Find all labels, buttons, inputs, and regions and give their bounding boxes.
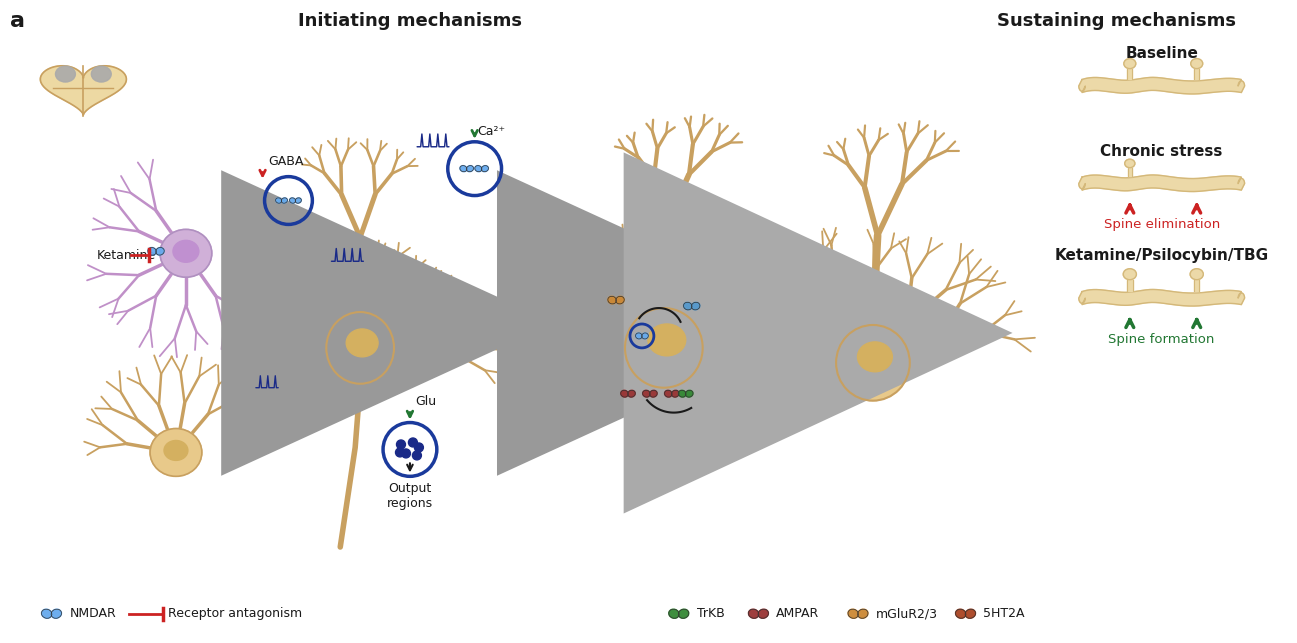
Text: SPs: SPs (569, 280, 591, 293)
Ellipse shape (289, 198, 296, 203)
Text: mTORC1: mTORC1 (619, 307, 673, 320)
Ellipse shape (857, 342, 892, 372)
Circle shape (402, 449, 410, 458)
Ellipse shape (669, 609, 680, 619)
Polygon shape (1079, 175, 1245, 192)
Ellipse shape (757, 609, 768, 619)
Ellipse shape (956, 609, 966, 619)
Text: Ca²⁺: Ca²⁺ (477, 125, 506, 138)
Text: TrKB: TrKB (696, 607, 725, 620)
Ellipse shape (327, 312, 394, 384)
Polygon shape (1079, 289, 1245, 306)
Text: HNK: HNK (580, 253, 606, 266)
Text: eEF2: eEF2 (694, 329, 724, 343)
Text: NMDAR: NMDAR (70, 607, 117, 620)
Ellipse shape (173, 240, 198, 262)
Polygon shape (40, 66, 126, 115)
Text: Ketamine: Ketamine (96, 249, 156, 262)
Ellipse shape (150, 428, 202, 476)
Circle shape (409, 438, 418, 447)
Ellipse shape (1191, 269, 1204, 280)
Ellipse shape (857, 609, 868, 619)
Text: Receptor antagonism: Receptor antagonism (169, 607, 302, 620)
Ellipse shape (460, 166, 467, 172)
Text: GABA: GABA (268, 155, 303, 168)
Text: Output
regions: Output regions (387, 482, 433, 511)
Ellipse shape (625, 308, 703, 388)
Ellipse shape (684, 302, 693, 310)
Circle shape (397, 440, 406, 449)
Ellipse shape (91, 66, 112, 82)
Polygon shape (1079, 77, 1245, 94)
Ellipse shape (346, 329, 379, 357)
Ellipse shape (481, 166, 489, 172)
Text: BDNF: BDNF (694, 354, 729, 367)
Ellipse shape (664, 390, 672, 397)
Ellipse shape (965, 609, 975, 619)
Ellipse shape (51, 609, 61, 619)
Ellipse shape (56, 66, 75, 82)
Text: Initiating mechanisms: Initiating mechanisms (298, 12, 521, 30)
Text: Ketamine/Psilocybin/TBG: Ketamine/Psilocybin/TBG (1054, 248, 1268, 264)
Ellipse shape (642, 390, 650, 397)
Ellipse shape (160, 230, 211, 277)
Ellipse shape (467, 166, 473, 172)
Text: Spine formation: Spine formation (1109, 333, 1215, 346)
Ellipse shape (475, 166, 482, 172)
Ellipse shape (616, 296, 624, 304)
Ellipse shape (642, 333, 648, 339)
Circle shape (412, 451, 422, 460)
Ellipse shape (1123, 269, 1136, 280)
Circle shape (396, 448, 405, 457)
Circle shape (415, 443, 423, 452)
Text: Sustaining mechanisms: Sustaining mechanisms (997, 12, 1236, 30)
Ellipse shape (650, 390, 658, 397)
Ellipse shape (648, 324, 686, 356)
Ellipse shape (621, 390, 628, 397)
Ellipse shape (156, 248, 165, 255)
Ellipse shape (837, 325, 909, 401)
Text: mGluR2/3: mGluR2/3 (875, 607, 938, 620)
Ellipse shape (691, 302, 700, 310)
Text: Glu: Glu (415, 395, 436, 408)
Ellipse shape (636, 333, 642, 339)
Ellipse shape (848, 609, 859, 619)
Ellipse shape (42, 609, 52, 619)
Text: + PSD95: + PSD95 (612, 349, 668, 363)
Ellipse shape (148, 248, 157, 255)
Text: 5HT2A: 5HT2A (983, 607, 1025, 620)
Ellipse shape (672, 390, 680, 397)
Ellipse shape (678, 609, 689, 619)
Ellipse shape (748, 609, 759, 619)
Text: Spine elimination: Spine elimination (1104, 219, 1219, 231)
Ellipse shape (686, 390, 693, 397)
Ellipse shape (275, 198, 281, 203)
Text: Chronic stress: Chronic stress (1100, 144, 1223, 159)
Ellipse shape (281, 198, 288, 203)
Ellipse shape (163, 440, 188, 460)
Ellipse shape (1124, 159, 1135, 168)
Text: Ketamine: Ketamine (686, 255, 746, 268)
Ellipse shape (1191, 59, 1202, 69)
Text: AMPAR: AMPAR (777, 607, 820, 620)
Ellipse shape (296, 198, 301, 203)
Text: Baseline: Baseline (1126, 46, 1198, 61)
Ellipse shape (628, 390, 636, 397)
Text: a: a (9, 12, 25, 32)
Ellipse shape (678, 390, 686, 397)
Ellipse shape (1123, 59, 1136, 69)
Ellipse shape (608, 296, 616, 304)
